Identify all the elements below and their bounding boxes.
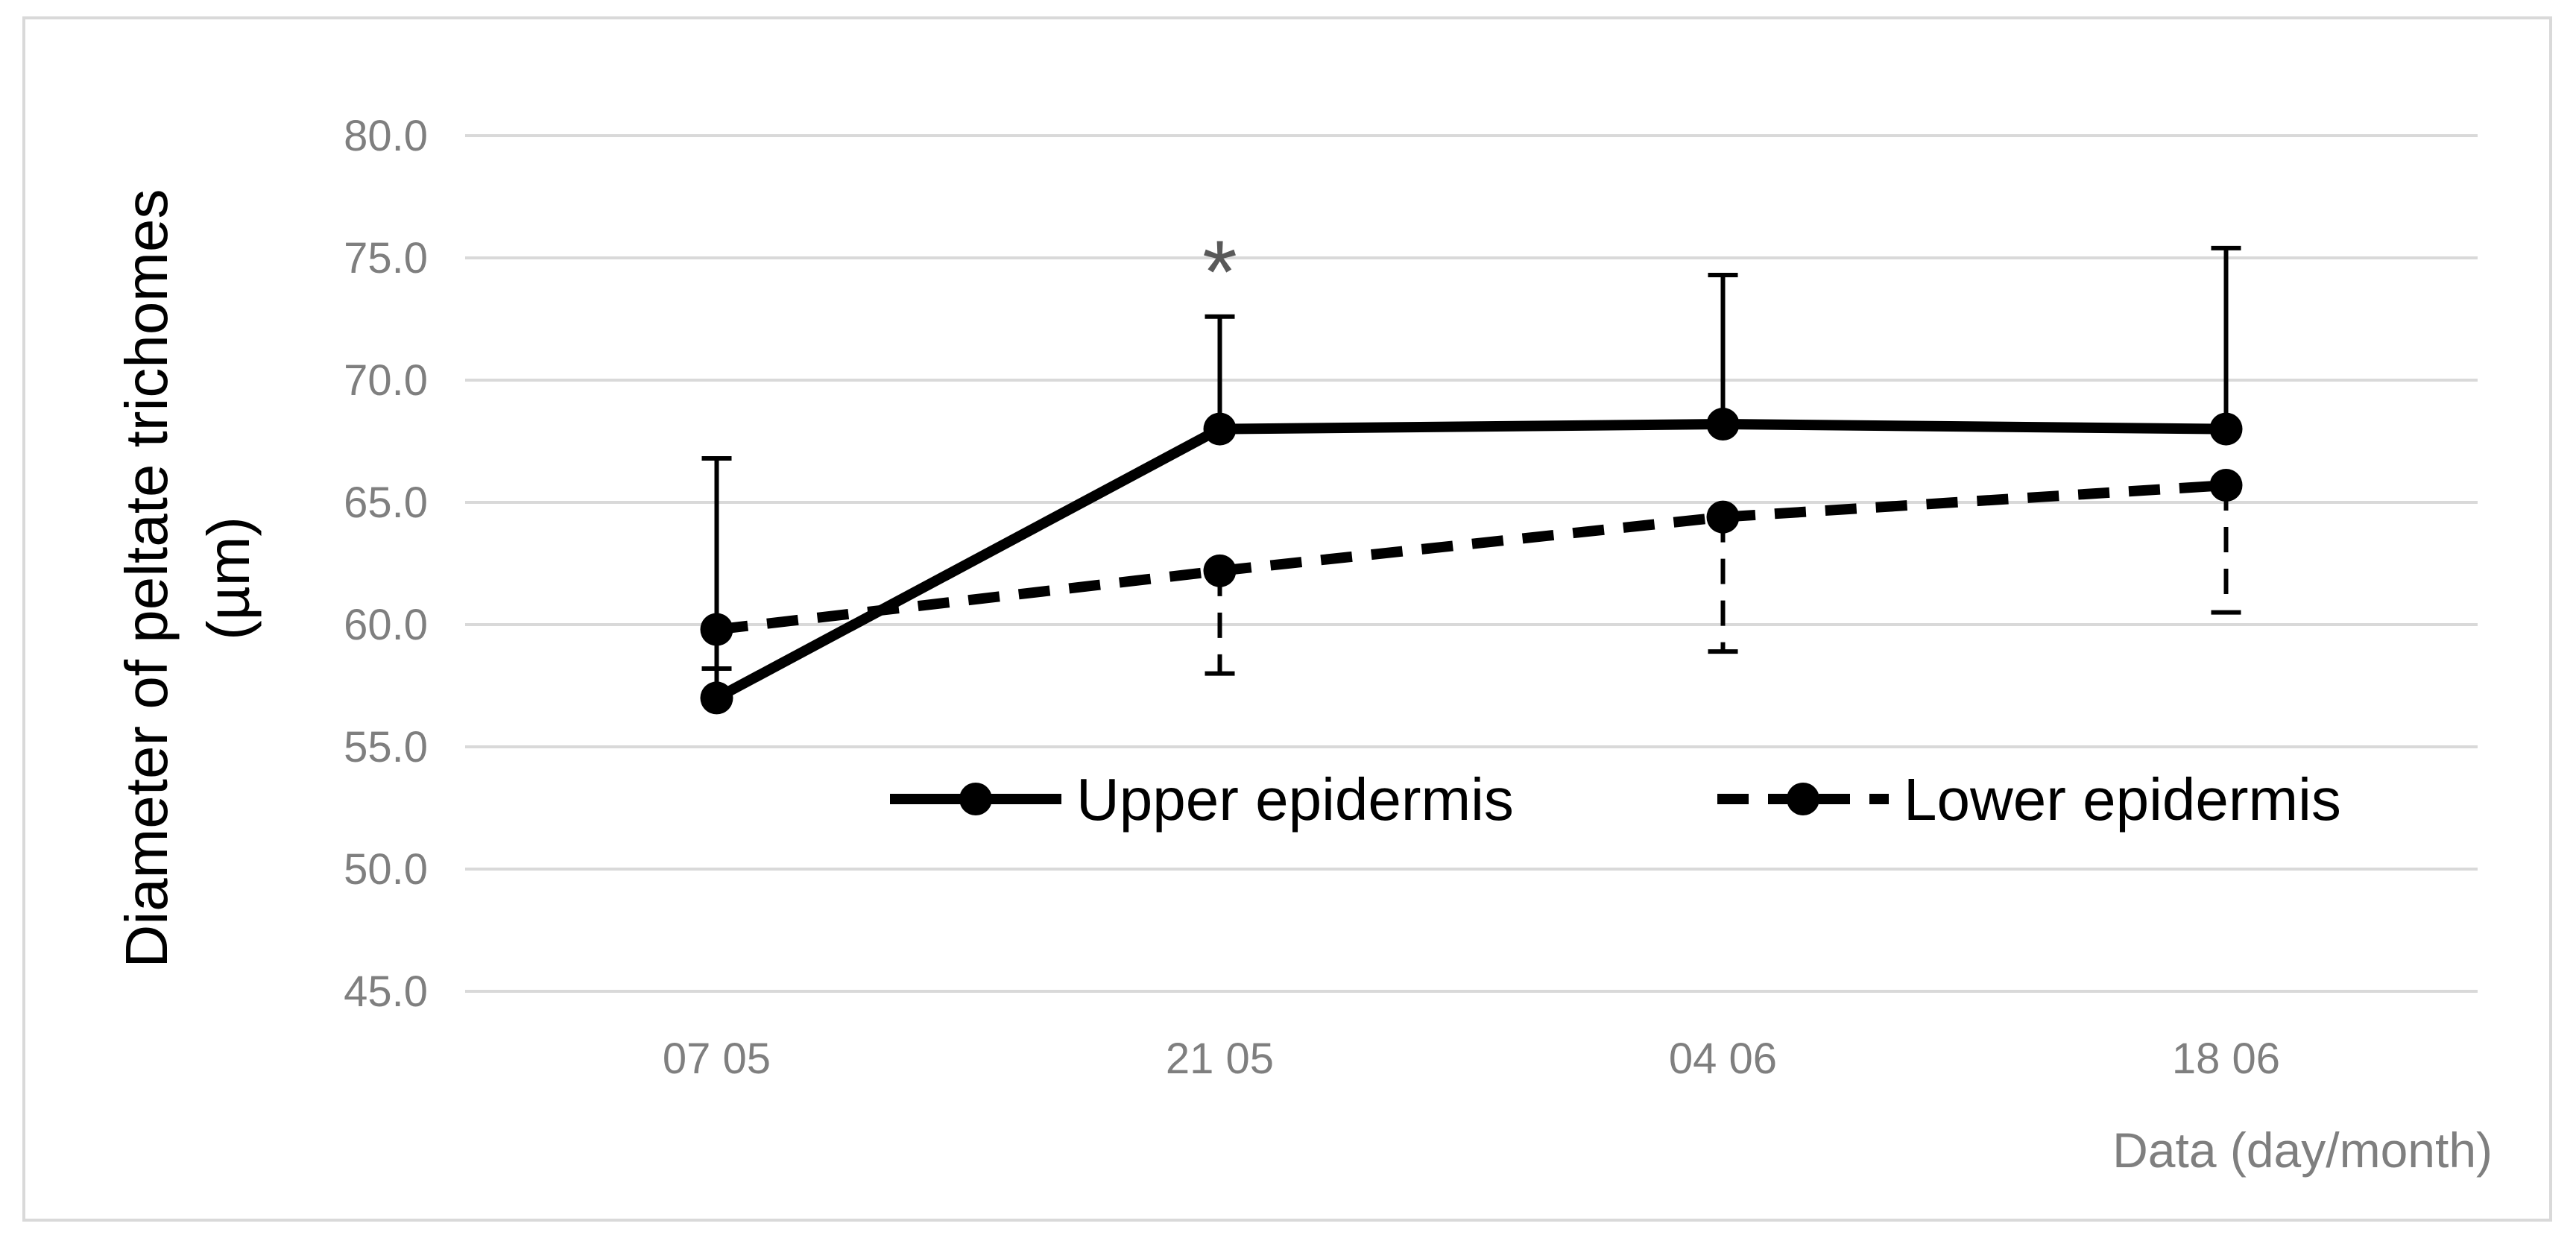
legend-label-1: Lower epidermis <box>1904 766 2341 833</box>
chart-frame: 80.0 75.0 70.0 65.0 60.0 55.0 50.0 45.0 07 05 21… <box>22 16 2552 1222</box>
data-point-s1-0 <box>700 613 733 646</box>
data-point-s0-0 <box>700 681 733 715</box>
y-tick-label-1: 75.0 <box>344 234 428 282</box>
series-line-0 <box>714 419 2226 703</box>
data-point-s0-3 <box>2209 412 2243 446</box>
y-tick-label-7: 45.0 <box>344 967 428 1016</box>
gridlines <box>465 134 2478 993</box>
y-tick-label-4: 60.0 <box>344 601 428 649</box>
x-tick-labels: 07 05 21 05 04 06 18 06 <box>663 1035 2280 1083</box>
series-line-1 <box>716 480 2226 635</box>
data-point-s1-3 <box>2209 469 2243 502</box>
legend-marker-0 <box>959 783 992 815</box>
x-tick-label-1: 21 05 <box>1166 1035 1274 1083</box>
y-tick-label-6: 50.0 <box>344 845 428 894</box>
x-tick-label-0: 07 05 <box>663 1035 771 1083</box>
y-axis-title-line2: (µm) <box>195 517 262 640</box>
significance-marker-0: * <box>1202 222 1237 322</box>
data-points <box>700 408 2243 715</box>
y-tick-labels: 80.0 75.0 70.0 65.0 60.0 55.0 50.0 45.0 <box>344 112 428 1016</box>
line-chart: 80.0 75.0 70.0 65.0 60.0 55.0 50.0 45.0 07 05 21… <box>113 112 2493 1178</box>
x-axis-title: Data (day/month) <box>2112 1122 2493 1178</box>
data-point-s0-1 <box>1203 412 1237 446</box>
data-point-s1-2 <box>1706 500 1740 534</box>
legend-marker-1 <box>1787 783 1819 815</box>
legend-label-0: Upper epidermis <box>1076 766 1514 833</box>
y-tick-label-2: 70.0 <box>344 356 428 405</box>
y-tick-label-3: 65.0 <box>344 479 428 527</box>
x-tick-label-3: 18 06 <box>2172 1035 2280 1083</box>
x-tick-label-2: 04 06 <box>1669 1035 1777 1083</box>
y-tick-label-5: 55.0 <box>344 723 428 771</box>
y-tick-label-0: 80.0 <box>344 112 428 160</box>
series-lines <box>714 419 2226 703</box>
legend: Upper epidermis Lower epidermis <box>890 766 2341 833</box>
annotations: * <box>1202 222 1237 322</box>
data-point-s0-2 <box>1706 408 1740 441</box>
error-bars <box>701 245 2241 698</box>
data-point-s1-1 <box>1203 554 1237 587</box>
y-axis-title-line1: Diameter of peltate trichomes <box>113 189 180 968</box>
